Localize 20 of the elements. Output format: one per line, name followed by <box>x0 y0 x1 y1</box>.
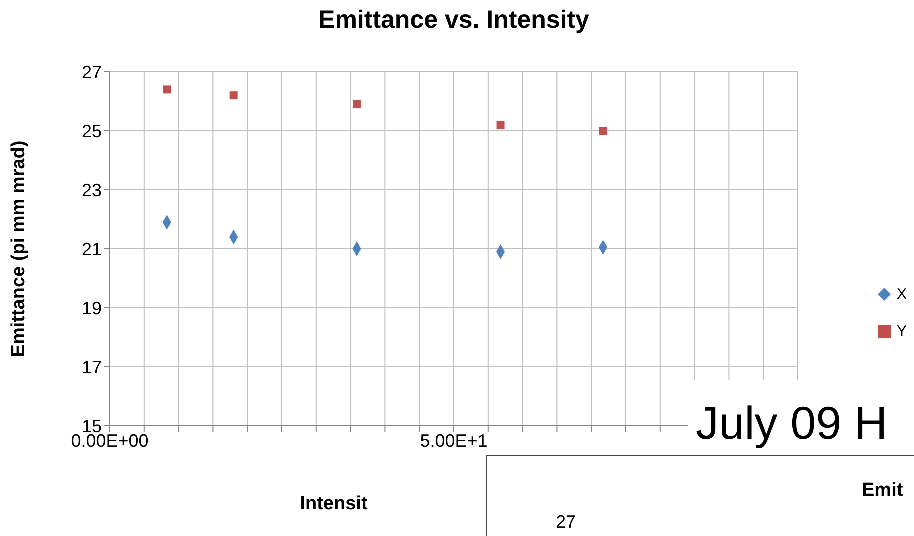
point <box>230 92 238 100</box>
point <box>163 86 172 94</box>
legend-label: X <box>897 286 908 303</box>
point <box>352 100 361 108</box>
y-tick-label: 17 <box>82 357 102 378</box>
point <box>496 121 505 130</box>
text: Emit <box>862 480 904 502</box>
y-tick-label: 25 <box>82 121 102 142</box>
chart-title: Emittance vs. Intensity <box>318 6 590 35</box>
x-axis-title: Intensit <box>300 493 368 514</box>
text: 27 <box>556 512 576 533</box>
y-tick-label: 27 <box>82 62 102 82</box>
y-tick-label: 23 <box>82 180 102 200</box>
point <box>599 127 608 135</box>
y-axis-title: Emittance (pi mm mrad) <box>8 140 30 358</box>
y-tick-label: 19 <box>82 298 102 318</box>
annotation: July 09 H <box>696 396 888 450</box>
legend-label: Y <box>897 323 908 340</box>
x-tick-label: 5.00E+1 <box>420 430 488 451</box>
y-tick-label: 21 <box>82 239 102 260</box>
